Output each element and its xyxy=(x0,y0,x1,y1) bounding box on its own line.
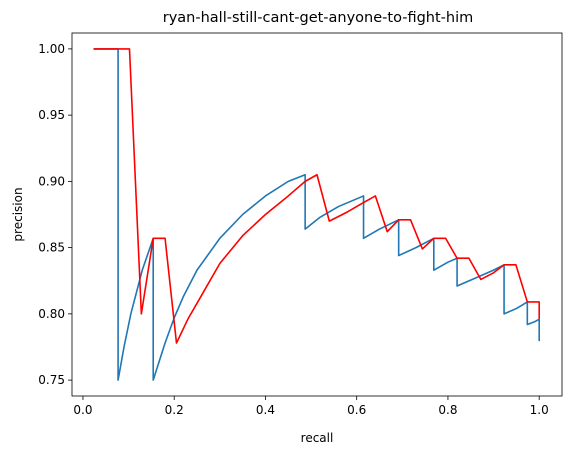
y-axis-label: precision xyxy=(11,187,25,241)
chart-title: ryan-hall-still-cant-get-anyone-to-fight… xyxy=(163,10,474,26)
plot-frame xyxy=(71,32,563,397)
y-tick-label: 0.80 xyxy=(38,307,65,321)
x-axis-label: recall xyxy=(301,431,334,445)
y-tick-label: 0.75 xyxy=(38,373,65,387)
x-tick-label: 1.0 xyxy=(530,403,549,417)
x-tick-label: 0.6 xyxy=(347,403,366,417)
x-tick-label: 0.0 xyxy=(73,403,92,417)
x-tick-label: 0.8 xyxy=(438,403,457,417)
series-line-2 xyxy=(93,48,540,344)
axis-ticks: 0.0 0.2 0.4 0.6 0.8 1.0 0.75 0.80 0.85 0.90 0.95 1.… xyxy=(38,42,548,417)
plot-area xyxy=(93,48,540,381)
y-tick-label: 0.90 xyxy=(38,174,65,188)
y-tick-label: 0.95 xyxy=(38,108,65,122)
x-tick-label: 0.4 xyxy=(256,403,275,417)
y-tick-label: 1.00 xyxy=(38,42,65,56)
y-tick-label: 0.85 xyxy=(38,241,65,255)
x-tick-label: 0.2 xyxy=(165,403,184,417)
series-line-1 xyxy=(93,48,540,381)
